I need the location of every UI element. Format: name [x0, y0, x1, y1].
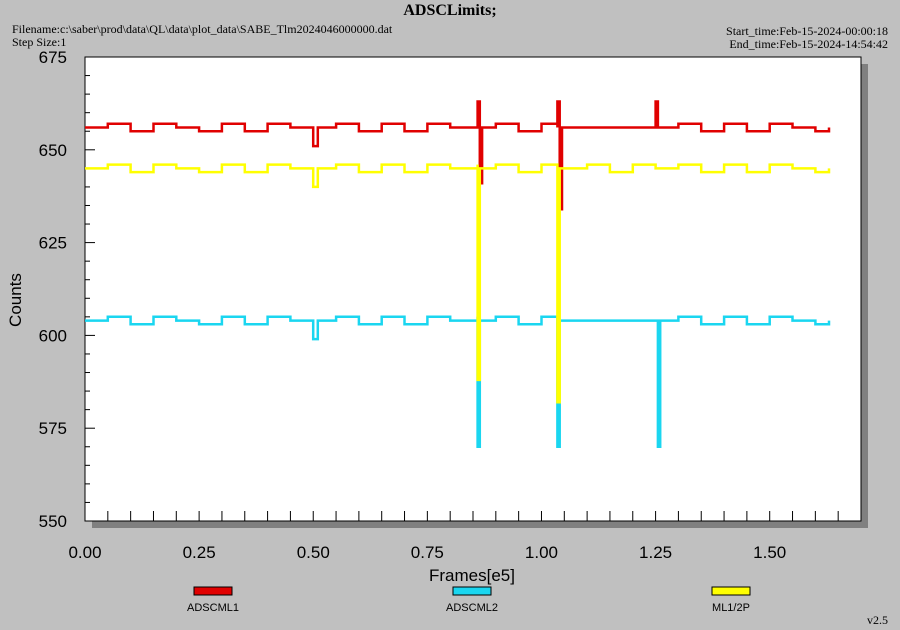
x-axis-label: Frames[e5] [429, 566, 515, 585]
series-lines [85, 100, 831, 449]
series-line-adscml2 [85, 315, 831, 449]
x-tick-label: 1.00 [525, 543, 558, 562]
x-tick-label: 0.50 [297, 543, 330, 562]
y-tick-label: 550 [39, 512, 67, 531]
chart-title: ADSCLimits; [403, 2, 497, 19]
x-tick-label: 1.25 [639, 543, 672, 562]
y-tick-label: 625 [39, 234, 67, 253]
y-tick-label: 600 [39, 326, 67, 345]
time-info: Start_time:Feb-15-2024-00:00:18 End_time… [726, 25, 888, 51]
legend-swatch [193, 586, 233, 596]
legend-label: ADSCML2 [446, 602, 498, 614]
y-tick-labels: 550 575 600 625 650 675 [39, 48, 67, 531]
x-tick-labels: 0.00 0.25 0.50 0.75 1.00 1.25 1.50 [68, 543, 786, 562]
x-tick-label: 0.00 [68, 543, 101, 562]
plot-area [84, 56, 862, 522]
legend-swatch [452, 586, 492, 596]
filename-text: Filename:c:\saber\prod\data\QL\data\plot… [12, 22, 393, 36]
x-tick-label: 0.75 [411, 543, 444, 562]
y-tick-label: 650 [39, 141, 67, 160]
legend-label: ADSCML1 [187, 602, 239, 614]
file-info: Filename:c:\saber\prod\data\QL\data\plot… [12, 23, 392, 49]
x-tick-label: 1.50 [753, 543, 786, 562]
chart-legend: ADSCML1 ADSCML2 ML1/2P [187, 586, 751, 614]
y-axis-label: Counts [6, 273, 25, 327]
legend-swatch [711, 586, 751, 596]
end-time-text: End_time:Feb-15-2024-14:54:42 [729, 37, 888, 51]
step-size-text: Step Size:1 [12, 35, 67, 49]
version-label: v2.5 [867, 613, 888, 627]
legend-label: ML1/2P [712, 602, 750, 614]
start-time-text: Start_time:Feb-15-2024-00:00:18 [726, 24, 888, 38]
series-line-adscml1 [85, 100, 831, 211]
x-tick-label: 0.25 [183, 543, 216, 562]
y-tick-label: 675 [39, 48, 67, 67]
series-line-ml1-2p [85, 163, 831, 404]
y-tick-label: 575 [39, 419, 67, 438]
axis-ticks [85, 56, 839, 522]
